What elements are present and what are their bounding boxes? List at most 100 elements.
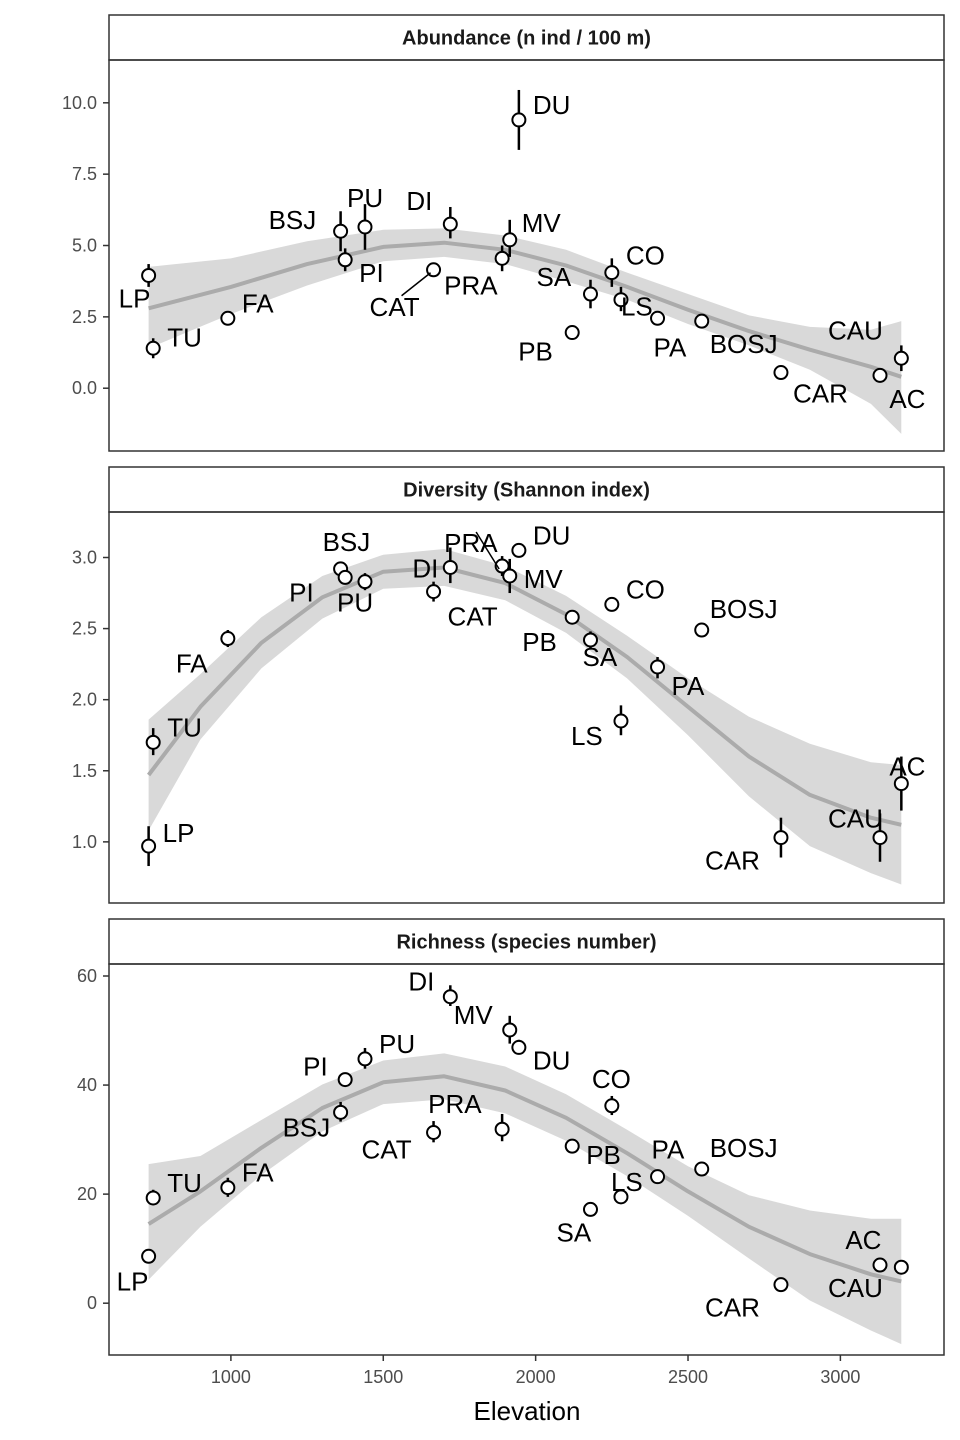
data-point [494,250,510,266]
site-label: CAR [705,846,760,876]
fit-line [147,1074,902,1284]
site-point-tu: TU [145,322,202,359]
site-label: CAR [705,1293,760,1323]
data-point [604,1098,620,1114]
facet-strip-title: Abundance (n ind / 100 m) [402,28,651,50]
site-point-co: CO [604,241,665,287]
panels: Abundance (n ind / 100 m) 0.0 2.5 5.0 7.5 10.… [62,14,945,1356]
site-point-ac: AC [889,345,925,414]
site-point-ls: LS [571,705,629,751]
data-point [145,1190,161,1206]
data-point [694,1161,710,1177]
site-point-cat: CAT [362,1121,442,1165]
site-point-bosj: BOSJ [694,1133,778,1177]
site-label: PA [654,332,687,362]
site-point-fa: FA [176,630,236,679]
site-label: FA [242,288,274,318]
panel-frame [108,963,945,1356]
site-point-lp: LP [117,1248,157,1296]
site-label: DI [412,553,438,583]
site-label: PA [652,1135,685,1165]
data-point [650,659,666,675]
site-point-bosj: BOSJ [694,594,778,638]
site-point-fa: FA [220,288,274,326]
site-point-bsj: BSJ [323,527,371,577]
site-point-pra: PRA [444,245,510,300]
site-point-ls: LS [611,1167,643,1205]
site-label: CAT [448,602,498,632]
data-point [426,1125,442,1141]
data-point [604,596,620,612]
data-point [220,310,236,326]
data-point [426,584,442,600]
site-label: BSJ [323,527,371,557]
site-point-cau: CAU [828,804,888,862]
facet-strip [108,14,945,61]
y-tick-label: 0 [87,1293,97,1313]
site-point-tu: TU [145,1168,202,1206]
site-label: PB [586,1140,621,1170]
site-point-du: DU [511,90,571,150]
site-point-di: DI [412,547,458,583]
site-point-ls: LS [613,286,653,322]
data-point [872,830,888,846]
site-point-pa: PA [650,1135,685,1185]
site-point-bsj: BSJ [283,1101,349,1142]
x-tick-label: 3000 [820,1367,860,1387]
site-label: CAU [828,804,883,834]
data-point [893,350,909,366]
site-label: CO [626,241,665,271]
data-point [582,632,598,648]
panel-frame [108,511,945,904]
data-point [582,1201,598,1217]
y-tick-label: 1.0 [72,832,97,852]
data-point [502,568,518,584]
site-point-di: DI [406,186,458,239]
site-point-pa: PA [650,657,705,701]
site-label: PB [522,627,557,657]
site-point-pa: PA [650,310,687,362]
label-leader [401,272,432,297]
site-point-cat: CAT [426,581,498,632]
site-point-pu: PU [337,573,373,618]
data-point [141,267,157,283]
site-label: BSJ [269,205,317,235]
site-label: DU [533,90,571,120]
site-label: MV [524,564,564,594]
data-point [613,1189,629,1205]
site-label: DU [533,520,571,550]
site-point-pb: PB [518,325,580,367]
data-point [494,1121,510,1137]
confidence-ribbon [148,1053,902,1345]
x-tick-label: 2000 [516,1367,556,1387]
data-point [564,1138,580,1154]
site-point-car: CAR [773,365,848,409]
site-label: PU [347,183,383,213]
y-tick-label: 2.5 [72,307,97,327]
y-tick-label: 60 [77,966,97,986]
y-tick-label: 7.5 [72,164,97,184]
site-point-mv: MV [454,1000,518,1044]
data-point [220,631,236,647]
data-point [613,713,629,729]
y-tick-label: 5.0 [72,236,97,256]
x-tick-label: 2500 [668,1367,708,1387]
data-point [337,569,353,585]
site-label: DU [533,1045,571,1075]
data-point [582,286,598,302]
site-point-pi: PI [337,248,384,288]
facet-strip [108,466,945,513]
data-point [773,830,789,846]
site-label: AC [889,752,925,782]
site-label: PRA [444,270,498,300]
data-point [613,292,629,308]
data-point [502,1022,518,1038]
confidence-ribbon [148,549,902,885]
site-point-tu: TU [145,712,202,756]
data-point [357,1051,373,1067]
data-point [442,989,458,1005]
site-label: BSJ [283,1112,331,1142]
site-label: LP [117,1266,149,1296]
site-label: TU [167,1168,202,1198]
site-label: CO [626,574,665,604]
